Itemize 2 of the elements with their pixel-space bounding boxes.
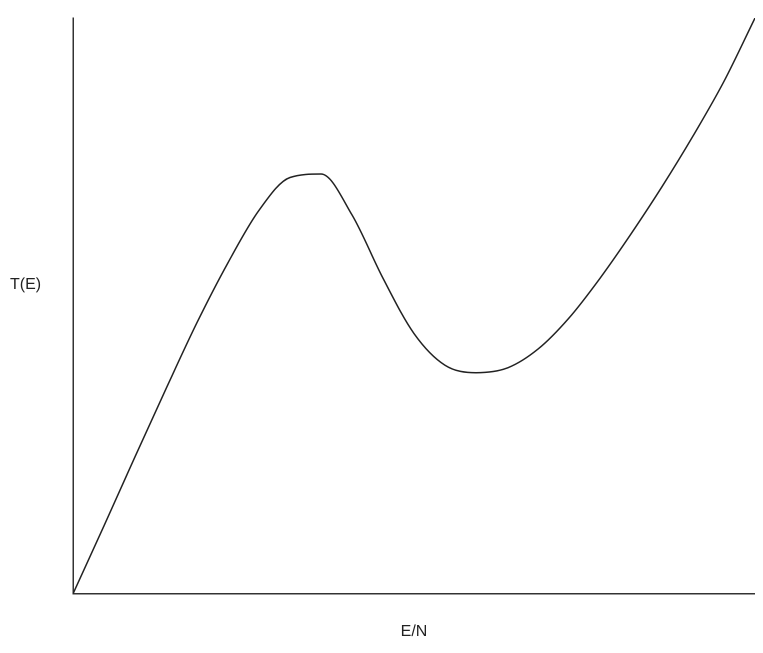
y-axis-title: T(E) [10, 276, 42, 294]
x-axis-title: E/N [400, 622, 428, 640]
